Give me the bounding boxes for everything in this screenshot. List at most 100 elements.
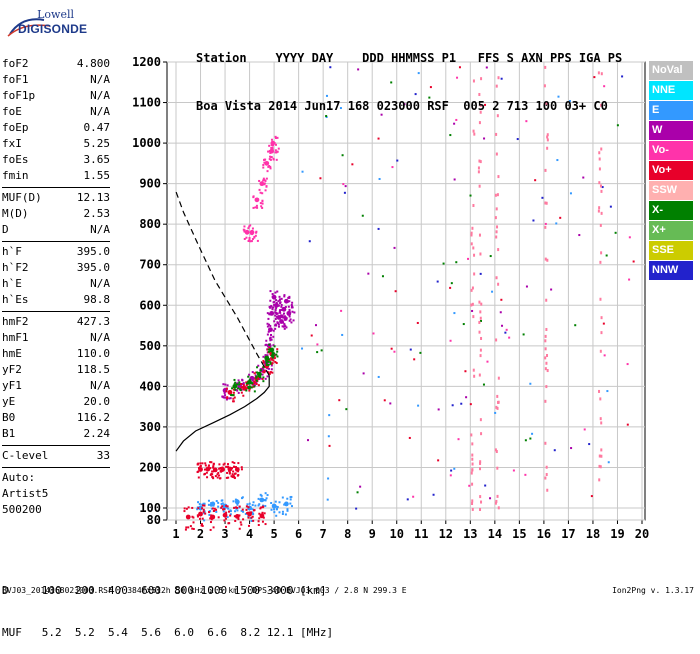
interference-point: [473, 253, 476, 257]
echo-point: [245, 382, 248, 385]
echo-point: [235, 516, 238, 519]
echo-point: [274, 311, 277, 314]
echo-point: [259, 202, 262, 205]
interference-point: [471, 499, 474, 503]
echo-point: [234, 381, 237, 384]
echo-point: [283, 327, 286, 330]
echo-point: [200, 524, 203, 527]
echo-point: [247, 515, 250, 518]
echo-point: [217, 501, 220, 504]
params-group-profile: hmF2 427.3 hmF1 N/A hmE 110.0 yF2 118.5 yF1 N/A yE…: [2, 314, 110, 442]
echo-point: [232, 400, 235, 403]
echo-point: [236, 509, 239, 512]
noise-point: [301, 347, 304, 350]
echo-point: [192, 516, 195, 519]
echo-point: [202, 502, 205, 505]
interference-point: [494, 448, 497, 452]
echo-point: [209, 461, 212, 464]
echo-point: [283, 323, 286, 326]
interference-point: [544, 339, 547, 343]
echo-point: [201, 517, 204, 520]
echo-point: [204, 462, 207, 465]
echo-point: [264, 523, 267, 526]
echo-point: [224, 396, 227, 399]
param-value: 98.8: [83, 293, 111, 306]
echo-point: [205, 466, 211, 472]
echo-point: [221, 502, 224, 505]
noise-point: [341, 333, 344, 336]
echo-point: [220, 469, 223, 472]
echo-point: [250, 511, 253, 514]
echo-point: [273, 511, 276, 514]
noise-point: [378, 177, 381, 180]
echo-point: [225, 398, 228, 401]
echo-point: [223, 508, 226, 511]
echo-point: [236, 382, 239, 385]
noise-point: [504, 331, 507, 334]
interference-point: [471, 468, 474, 472]
noise-point: [471, 309, 474, 312]
interference-point: [600, 448, 603, 452]
param-value: N/A: [90, 223, 110, 236]
x-tick-label: 14: [488, 527, 502, 541]
noise-point: [343, 191, 346, 194]
echo-point: [256, 366, 259, 369]
echo-point: [212, 504, 215, 507]
echo-point: [209, 521, 212, 524]
interference-point: [598, 454, 601, 458]
echo-point: [266, 375, 269, 378]
noise-point: [458, 66, 461, 69]
noise-point: [602, 322, 605, 325]
echo-point: [211, 507, 214, 510]
param-name: h`F: [2, 245, 22, 258]
station-header: Station YYYY DAY DDD HHMMSS P1 FFS S AXN…: [196, 18, 622, 130]
echo-point: [197, 462, 200, 465]
echo-point: [222, 512, 228, 518]
echo-point: [223, 462, 226, 465]
echo-point: [258, 372, 261, 375]
echo-point: [233, 378, 236, 381]
echo-point: [281, 325, 284, 328]
noise-point: [383, 399, 386, 402]
echo-point: [227, 476, 230, 479]
echo-point: [198, 503, 201, 506]
param-value: N/A: [90, 105, 110, 118]
echo-point: [254, 379, 257, 382]
interference-point: [600, 103, 603, 107]
param-name: h`E: [2, 277, 22, 290]
echo-point: [257, 364, 260, 367]
param-row: D N/A: [2, 222, 110, 238]
echo-point: [245, 236, 248, 239]
echo-point: [264, 179, 267, 182]
echo-point: [273, 142, 276, 145]
echo-point: [273, 303, 276, 306]
echo-point: [273, 320, 276, 323]
noise-point: [479, 272, 482, 275]
echo-point: [275, 315, 278, 318]
param-row: fxI 5.25: [2, 136, 110, 152]
interference-point: [495, 338, 498, 342]
echo-point: [291, 301, 294, 304]
echo-point: [268, 323, 271, 326]
echo-point: [273, 508, 276, 511]
interference-point: [479, 348, 482, 352]
echo-point: [229, 390, 232, 393]
echo-point: [241, 379, 244, 382]
interference-point: [598, 389, 601, 393]
param-name: fxI: [2, 137, 22, 150]
echo-point: [226, 471, 229, 474]
noise-point: [457, 438, 460, 441]
echo-point: [236, 383, 239, 386]
noise-point: [508, 336, 511, 339]
echo-point: [262, 166, 265, 169]
echo-point: [274, 135, 277, 138]
param-row: foF2 4.800: [2, 56, 110, 72]
noise-point: [468, 484, 471, 487]
interference-point: [471, 482, 474, 486]
noise-point: [377, 137, 380, 140]
noise-point: [307, 439, 310, 442]
noise-point: [417, 404, 420, 407]
param-row: fmin 1.55: [2, 168, 110, 184]
echo-point: [218, 467, 221, 470]
interference-point: [473, 272, 476, 276]
